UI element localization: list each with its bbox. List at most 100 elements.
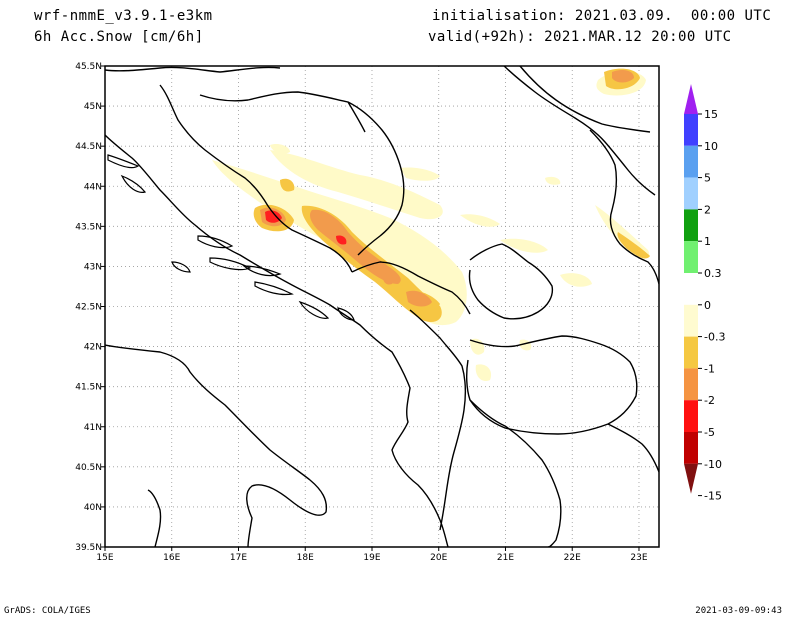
snow-orange-area [406, 290, 432, 307]
coastline-adriatic-east [105, 134, 449, 547]
y-tick-label: 45.5N [75, 62, 102, 72]
legend-label: 0.3 [704, 267, 722, 280]
snow-light-area [400, 167, 440, 181]
legend-swatch [684, 400, 698, 432]
legend-label: -2 [704, 394, 715, 407]
y-tick-label: 40.5N [75, 463, 102, 473]
coastline-italy [105, 344, 328, 547]
x-tick-label: 15E [96, 553, 113, 563]
legend-bottom-arrow [684, 463, 698, 494]
border-croatia-bosnia [159, 84, 353, 273]
legend-swatch [684, 432, 698, 464]
snow-light-area [500, 238, 548, 253]
legend-label: 1 [704, 235, 711, 248]
legend-swatch [684, 368, 698, 401]
border-montenegro [351, 261, 471, 315]
variable-title: 6h Acc.Snow [cm/6h] [34, 29, 204, 45]
legend-label: -5 [704, 426, 715, 439]
lat-lon-grid [105, 66, 659, 547]
snow-light-area [270, 143, 290, 154]
legend-label: -10 [704, 458, 722, 471]
y-tick-label: 42N [84, 343, 102, 353]
coastlines-and-borders [105, 66, 659, 547]
x-tick-label: 20E [430, 553, 447, 563]
legend-label: -0.3 [704, 331, 725, 344]
x-tick-label: 17E [230, 553, 247, 563]
y-tick-label: 44.5N [75, 142, 102, 152]
legend-label: 0 [704, 299, 711, 312]
snow-orange-area [310, 209, 401, 284]
legend-swatch [684, 209, 698, 242]
border-albania [409, 309, 467, 531]
legend-label: 2 [704, 203, 711, 216]
border-bulgaria [589, 129, 659, 285]
border-bosnia-serbia [199, 91, 405, 256]
legend-label: -1 [704, 362, 715, 375]
island [120, 174, 147, 193]
legend-swatch [684, 114, 698, 146]
x-tick-label: 16E [163, 553, 180, 563]
initialisation-time: initialisation: 2021.03.09. 00:00 UTC [432, 8, 772, 24]
legend-swatch [684, 241, 698, 273]
snow-yellow-area [617, 232, 650, 259]
snow-orange-area [612, 70, 634, 83]
y-tick-label: 41N [84, 423, 102, 433]
legend-label: -15 [704, 490, 722, 503]
legend-swatch [684, 145, 698, 178]
axis-ticks: 15E 16E 17E 18E 19E 20E 21E 22E 23E 39.5N 40N 40.5N… [75, 62, 648, 563]
island [107, 154, 140, 169]
y-tick-label: 40N [84, 503, 102, 513]
legend-label: 5 [704, 172, 711, 185]
x-tick-label: 23E [630, 553, 647, 563]
y-tick-label: 41.5N [75, 383, 102, 393]
legend-label: 15 [704, 108, 718, 121]
border-greece [469, 399, 562, 547]
legend-label: 10 [704, 140, 718, 153]
snow-accumulation-field [212, 68, 650, 382]
color-legend: 15 10 5 2 1 0.3 0 -0.3 -1 -2 -5 -10 -15 [684, 84, 725, 503]
y-tick-label: 45N [84, 102, 102, 112]
snow-light-area [460, 214, 500, 227]
legend-top-arrow [684, 84, 698, 114]
legend-swatch [684, 304, 698, 337]
snow-yellow-area [280, 178, 295, 192]
island [242, 265, 282, 277]
island [209, 257, 252, 271]
y-tick-label: 43N [84, 262, 102, 272]
x-tick-label: 22E [564, 553, 581, 563]
border-romania [519, 66, 651, 133]
island [298, 300, 330, 319]
legend-swatch [684, 177, 698, 210]
island [197, 235, 234, 249]
snow-red-area [265, 210, 282, 223]
x-tick-label: 18E [297, 553, 314, 563]
border-east [503, 66, 656, 196]
border-greece-bulgaria [607, 423, 659, 473]
island [337, 307, 355, 321]
snow-light-area [270, 150, 443, 220]
snow-light-area [545, 176, 561, 185]
snow-orange-area [382, 273, 394, 285]
snow-red-area [336, 235, 347, 245]
y-tick-label: 39.5N [75, 543, 102, 553]
y-tick-label: 44N [84, 182, 102, 192]
snow-light-area [475, 364, 492, 382]
x-tick-label: 21E [497, 553, 514, 563]
border-kosovo [468, 243, 554, 320]
y-tick-label: 43.5N [75, 222, 102, 232]
footer-left: GrADS: COLA/IGES [4, 606, 91, 616]
x-tick-label: 19E [363, 553, 380, 563]
footer-right: 2021-03-09-09:43 [695, 606, 782, 616]
legend-swatch [684, 273, 698, 305]
y-tick-label: 42.5N [75, 303, 102, 313]
snow-light-area [560, 273, 592, 287]
river-drina [347, 101, 366, 133]
islands [107, 154, 355, 321]
model-title: wrf-nmmE_v3.9.1-e3km [34, 8, 213, 24]
border-serbia-north [105, 66, 281, 73]
island [254, 281, 294, 296]
island [171, 261, 191, 273]
valid-time: valid(+92h): 2021.MAR.12 20:00 UTC [428, 29, 732, 45]
coastline-italy-heel [147, 489, 162, 547]
